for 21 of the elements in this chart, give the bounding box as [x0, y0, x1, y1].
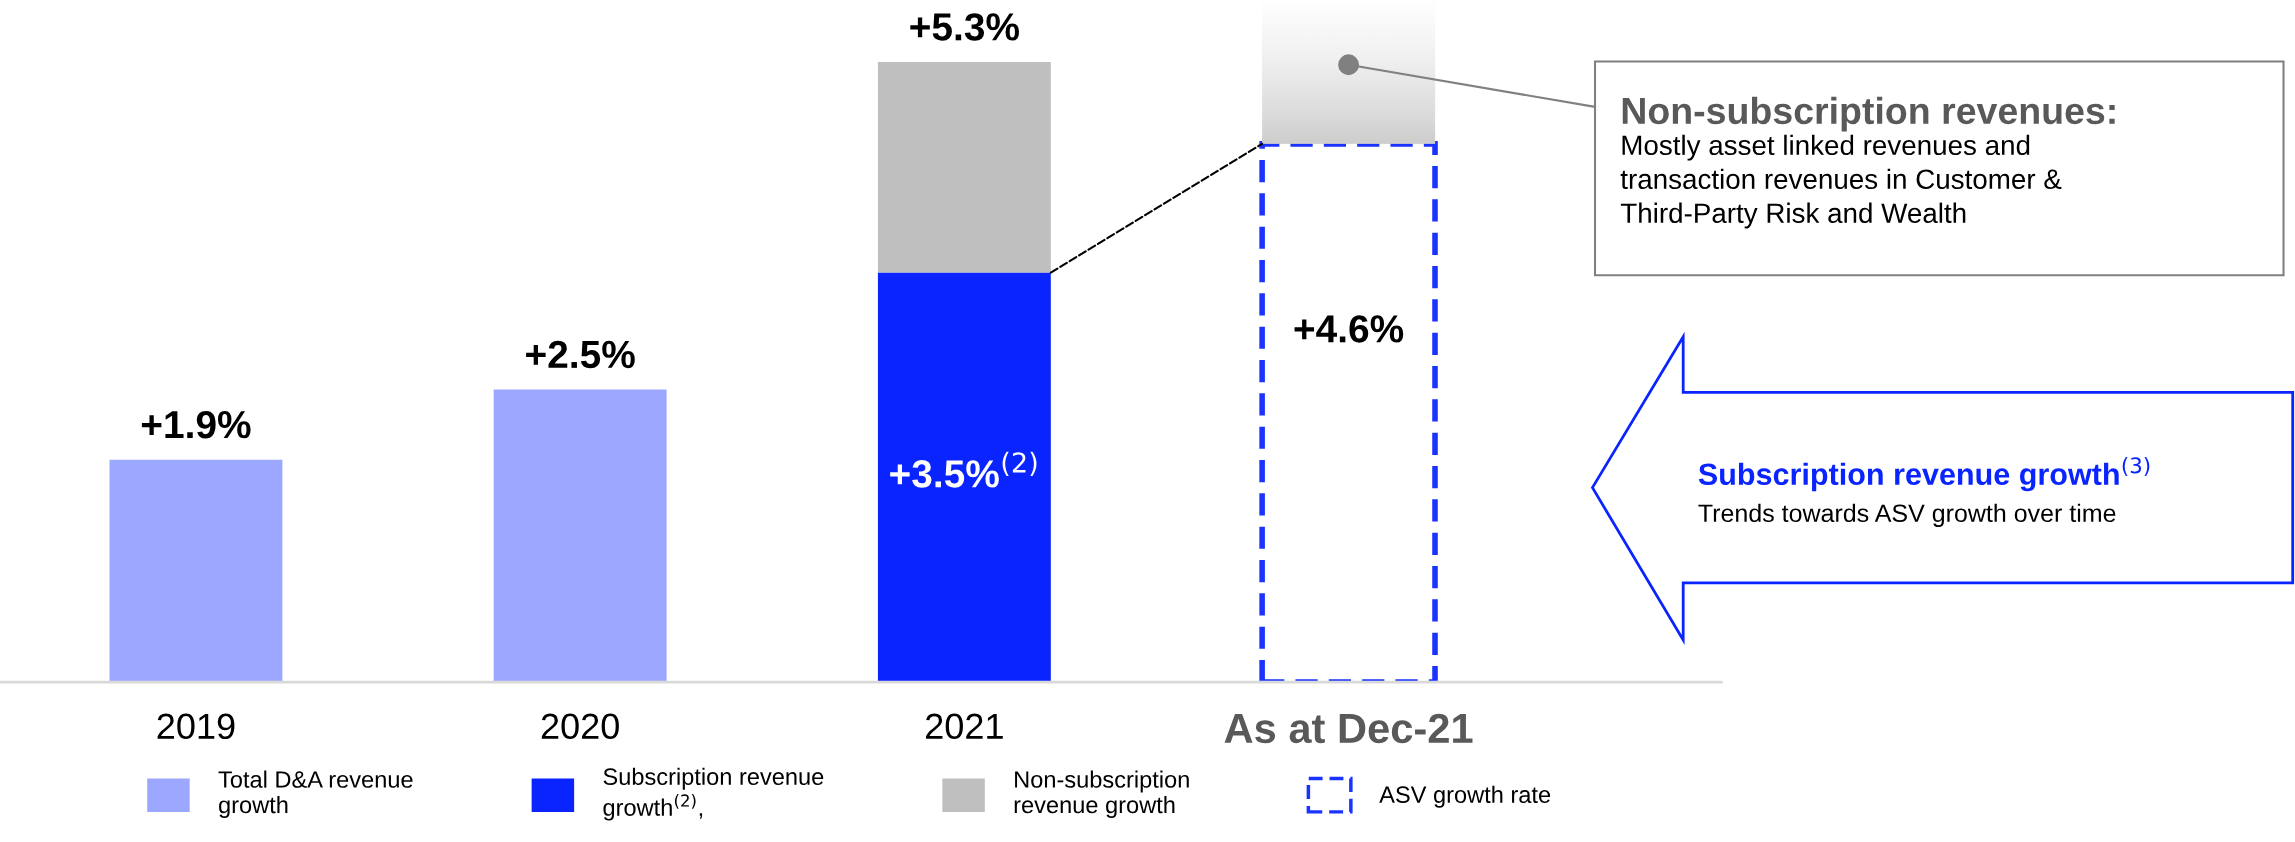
x-tick-label: 2020 — [541, 713, 619, 740]
x-tick-label: 2021 — [926, 713, 1003, 740]
data-label: +2.5% — [526, 340, 635, 369]
legend-label: Subscription revenue growth$^{(2)}$, — [603, 767, 824, 821]
annotation: Mostly asset linked revenues and transaction revenues in Customer & Third-Party Risk and Wealth — [1620, 134, 2062, 229]
x-tick-label: As at Dec-21 — [1224, 713, 1473, 744]
data-label: +4.6% — [1294, 315, 1404, 343]
legend-label: Total D&A revenue growth — [218, 770, 413, 818]
x-tick-label: 2019 — [157, 713, 235, 740]
data-label: +3.5%$^{(2)}$ — [890, 451, 1037, 488]
legend-label: ASV growth rate — [1379, 785, 1551, 808]
annotation: Subscription revenue growth$^{(3)}$ — [1698, 456, 2150, 492]
data-label: +1.9% — [141, 410, 251, 439]
bar — [109, 459, 283, 683]
annotation: Non-subscription revenues: — [1622, 96, 2115, 132]
annotation: Trends towards ASV growth over time — [1698, 503, 2116, 528]
bar — [877, 62, 1051, 273]
bar — [877, 272, 1051, 683]
bar — [493, 389, 667, 683]
total-label: +5.3% — [910, 13, 1020, 41]
legend-label: Non-subscription revenue growth — [1014, 770, 1189, 818]
